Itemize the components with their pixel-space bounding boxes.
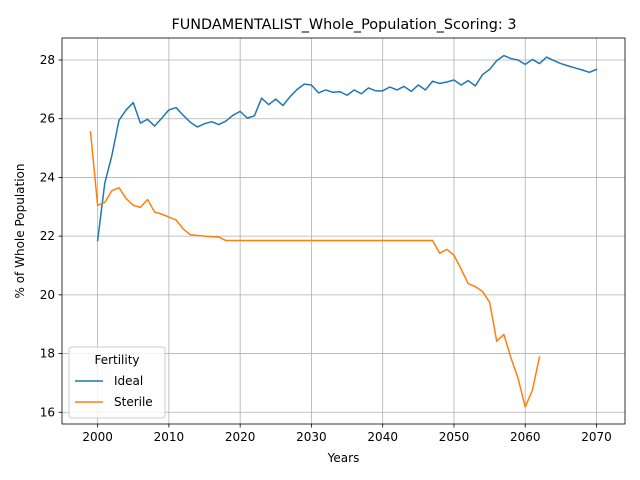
x-tick-label: 2010 [154, 430, 185, 444]
x-tick-label: 2030 [296, 430, 327, 444]
legend-label-sterile: Sterile [114, 395, 153, 409]
x-tick-label: 2050 [439, 430, 470, 444]
y-tick-label: 22 [40, 229, 55, 243]
series-line-sterile [89, 131, 541, 408]
series-layer [89, 54, 598, 408]
x-tick-label: 2060 [510, 430, 541, 444]
chart-title: FUNDAMENTALIST_Whole_Population_Scoring:… [171, 17, 516, 33]
x-axis: 2000 2010 2020 2030 2040 2050 2060 2070 [82, 424, 612, 444]
x-tick-label: 2070 [581, 430, 612, 444]
y-tick-label: 24 [40, 170, 55, 184]
legend: Fertility Ideal Sterile [68, 346, 166, 419]
y-axis-label: % of Whole Population [13, 164, 27, 299]
y-tick-label: 26 [40, 112, 55, 126]
x-tick-label: 2020 [225, 430, 256, 444]
legend-label-ideal: Ideal [114, 374, 143, 388]
y-axis: 16 18 20 22 24 26 28 [40, 53, 62, 419]
x-axis-label: Years [327, 451, 360, 465]
plot-frame [61, 37, 626, 425]
legend-box [68, 346, 166, 419]
legend-title: Fertility [94, 353, 139, 367]
y-tick-label: 16 [40, 405, 55, 419]
y-tick-label: 20 [40, 288, 55, 302]
y-tick-label: 28 [40, 53, 55, 67]
series-line-ideal [96, 54, 598, 242]
grid [62, 38, 625, 424]
x-tick-label: 2000 [82, 430, 113, 444]
y-tick-label: 18 [40, 347, 55, 361]
x-tick-label: 2040 [367, 430, 398, 444]
